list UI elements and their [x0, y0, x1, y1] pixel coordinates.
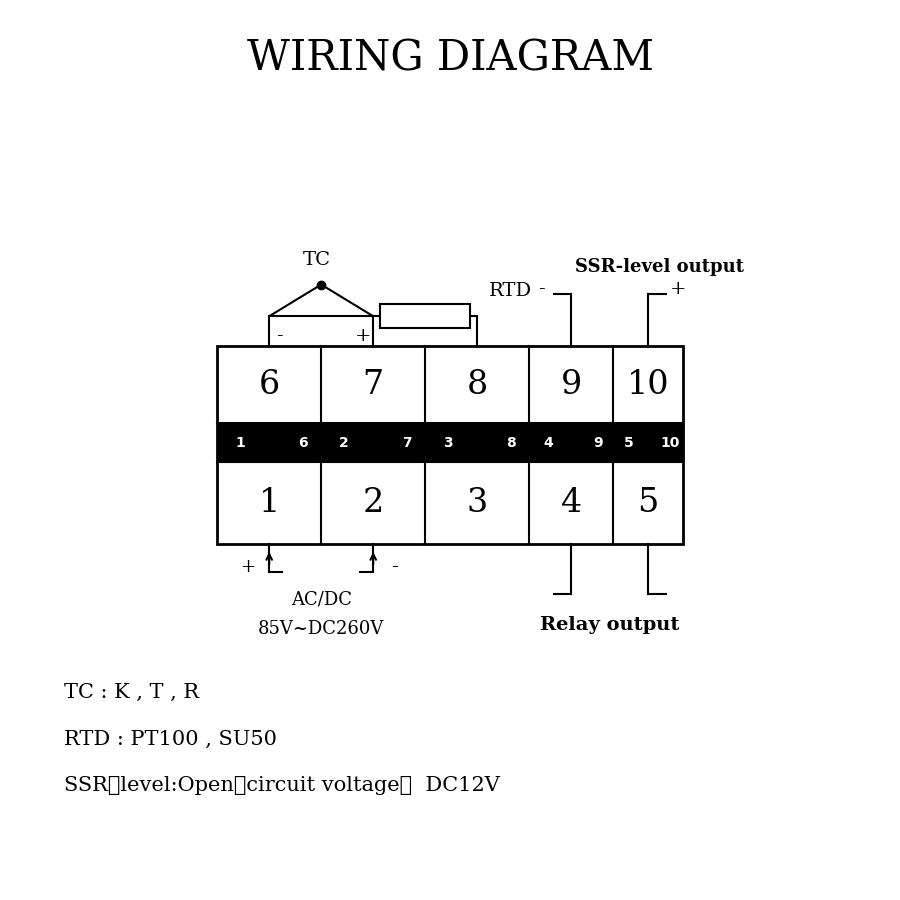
Text: 1: 1 [258, 487, 280, 519]
Text: -: - [538, 281, 545, 299]
Text: -: - [392, 557, 399, 576]
Text: +: + [356, 327, 372, 345]
Bar [217, 423, 683, 462]
Text: -: - [275, 327, 283, 345]
Bar [217, 346, 683, 544]
Text: +: + [240, 558, 255, 576]
Text: 9: 9 [593, 436, 603, 450]
Text: 9: 9 [561, 369, 582, 400]
Text: TC: TC [302, 251, 330, 269]
Text: TC : K , T , R: TC : K , T , R [64, 683, 199, 702]
Text: 10: 10 [661, 436, 680, 450]
Text: 5: 5 [624, 436, 634, 450]
Text: 7: 7 [363, 369, 383, 400]
Text: 7: 7 [401, 436, 411, 450]
Text: SSR-level output: SSR-level output [575, 257, 743, 275]
Text: AC/DC: AC/DC [291, 590, 352, 608]
Text: 6: 6 [298, 436, 307, 450]
Text: +: + [670, 281, 686, 299]
Text: RTD: RTD [489, 283, 532, 301]
Text: 1: 1 [235, 436, 245, 450]
Text: 5: 5 [637, 487, 659, 519]
Text: 2: 2 [339, 436, 349, 450]
Text: 10: 10 [626, 369, 670, 400]
Text: 3: 3 [466, 487, 488, 519]
Text: 3: 3 [444, 436, 453, 450]
Bar [380, 304, 471, 328]
Text: 8: 8 [466, 369, 488, 400]
Text: RTD : PT100 , SU50: RTD : PT100 , SU50 [64, 730, 276, 749]
Text: 8: 8 [506, 436, 516, 450]
Text: Relay output: Relay output [540, 616, 680, 634]
Text: SSR－level:Open－circuit voltage：  DC12V: SSR－level:Open－circuit voltage： DC12V [64, 777, 500, 796]
Text: 85V~DC260V: 85V~DC260V [258, 620, 384, 638]
Text: 4: 4 [561, 487, 582, 519]
Text: WIRING DIAGRAM: WIRING DIAGRAM [247, 38, 653, 80]
Text: 6: 6 [258, 369, 280, 400]
Text: 4: 4 [543, 436, 553, 450]
Text: 2: 2 [363, 487, 383, 519]
